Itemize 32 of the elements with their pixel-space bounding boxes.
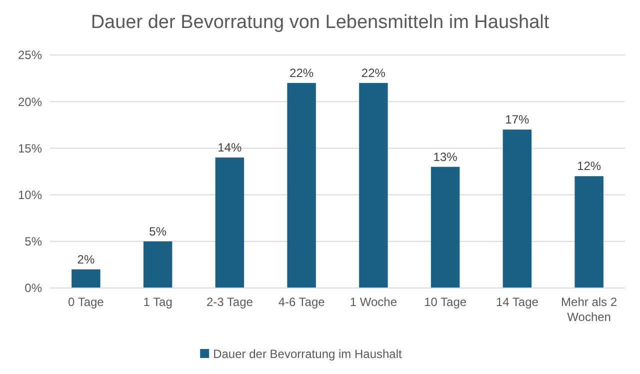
x-tick-label: 10 Tage	[424, 295, 467, 309]
bar	[502, 130, 532, 288]
x-tick-label: 0 Tage	[68, 295, 104, 309]
data-label: 13%	[433, 150, 458, 164]
y-tick-label: 5%	[24, 234, 42, 249]
bar	[143, 241, 172, 288]
bar	[72, 269, 100, 288]
x-tick-label: 1 Tag	[143, 295, 172, 309]
data-label: 2%	[77, 252, 95, 266]
bar	[215, 158, 244, 288]
data-label: 17%	[505, 112, 530, 127]
x-tick-label: 1 Woche	[350, 295, 398, 309]
y-tick-label: 15%	[18, 141, 42, 156]
data-label: 14%	[218, 140, 242, 155]
x-tick-label: 2-3 Tage	[206, 295, 254, 309]
y-tick-label: 20%	[18, 94, 42, 109]
bar	[359, 82, 388, 288]
data-label: 22%	[290, 66, 314, 80]
bar	[287, 82, 316, 288]
x-tick-label: 4-6 Tage	[278, 295, 326, 309]
bar	[574, 176, 604, 288]
x-tick-label: Mehr als 2 Wochen	[561, 295, 618, 324]
x-tick-label: 14 Tage	[496, 295, 539, 309]
data-label: 12%	[577, 159, 602, 174]
bar	[430, 166, 460, 288]
legend-label: Dauer der Bevorratung im Haushalt	[213, 347, 403, 362]
chart-title: Dauer der Bevorratung von Lebensmitteln im Haushalt	[90, 12, 550, 33]
data-label: 5%	[149, 224, 167, 238]
data-label: 22%	[361, 66, 386, 80]
y-tick-label: 25%	[18, 48, 42, 62]
y-tick-label: 10%	[18, 188, 42, 202]
y-tick-label: 0%	[24, 281, 42, 296]
